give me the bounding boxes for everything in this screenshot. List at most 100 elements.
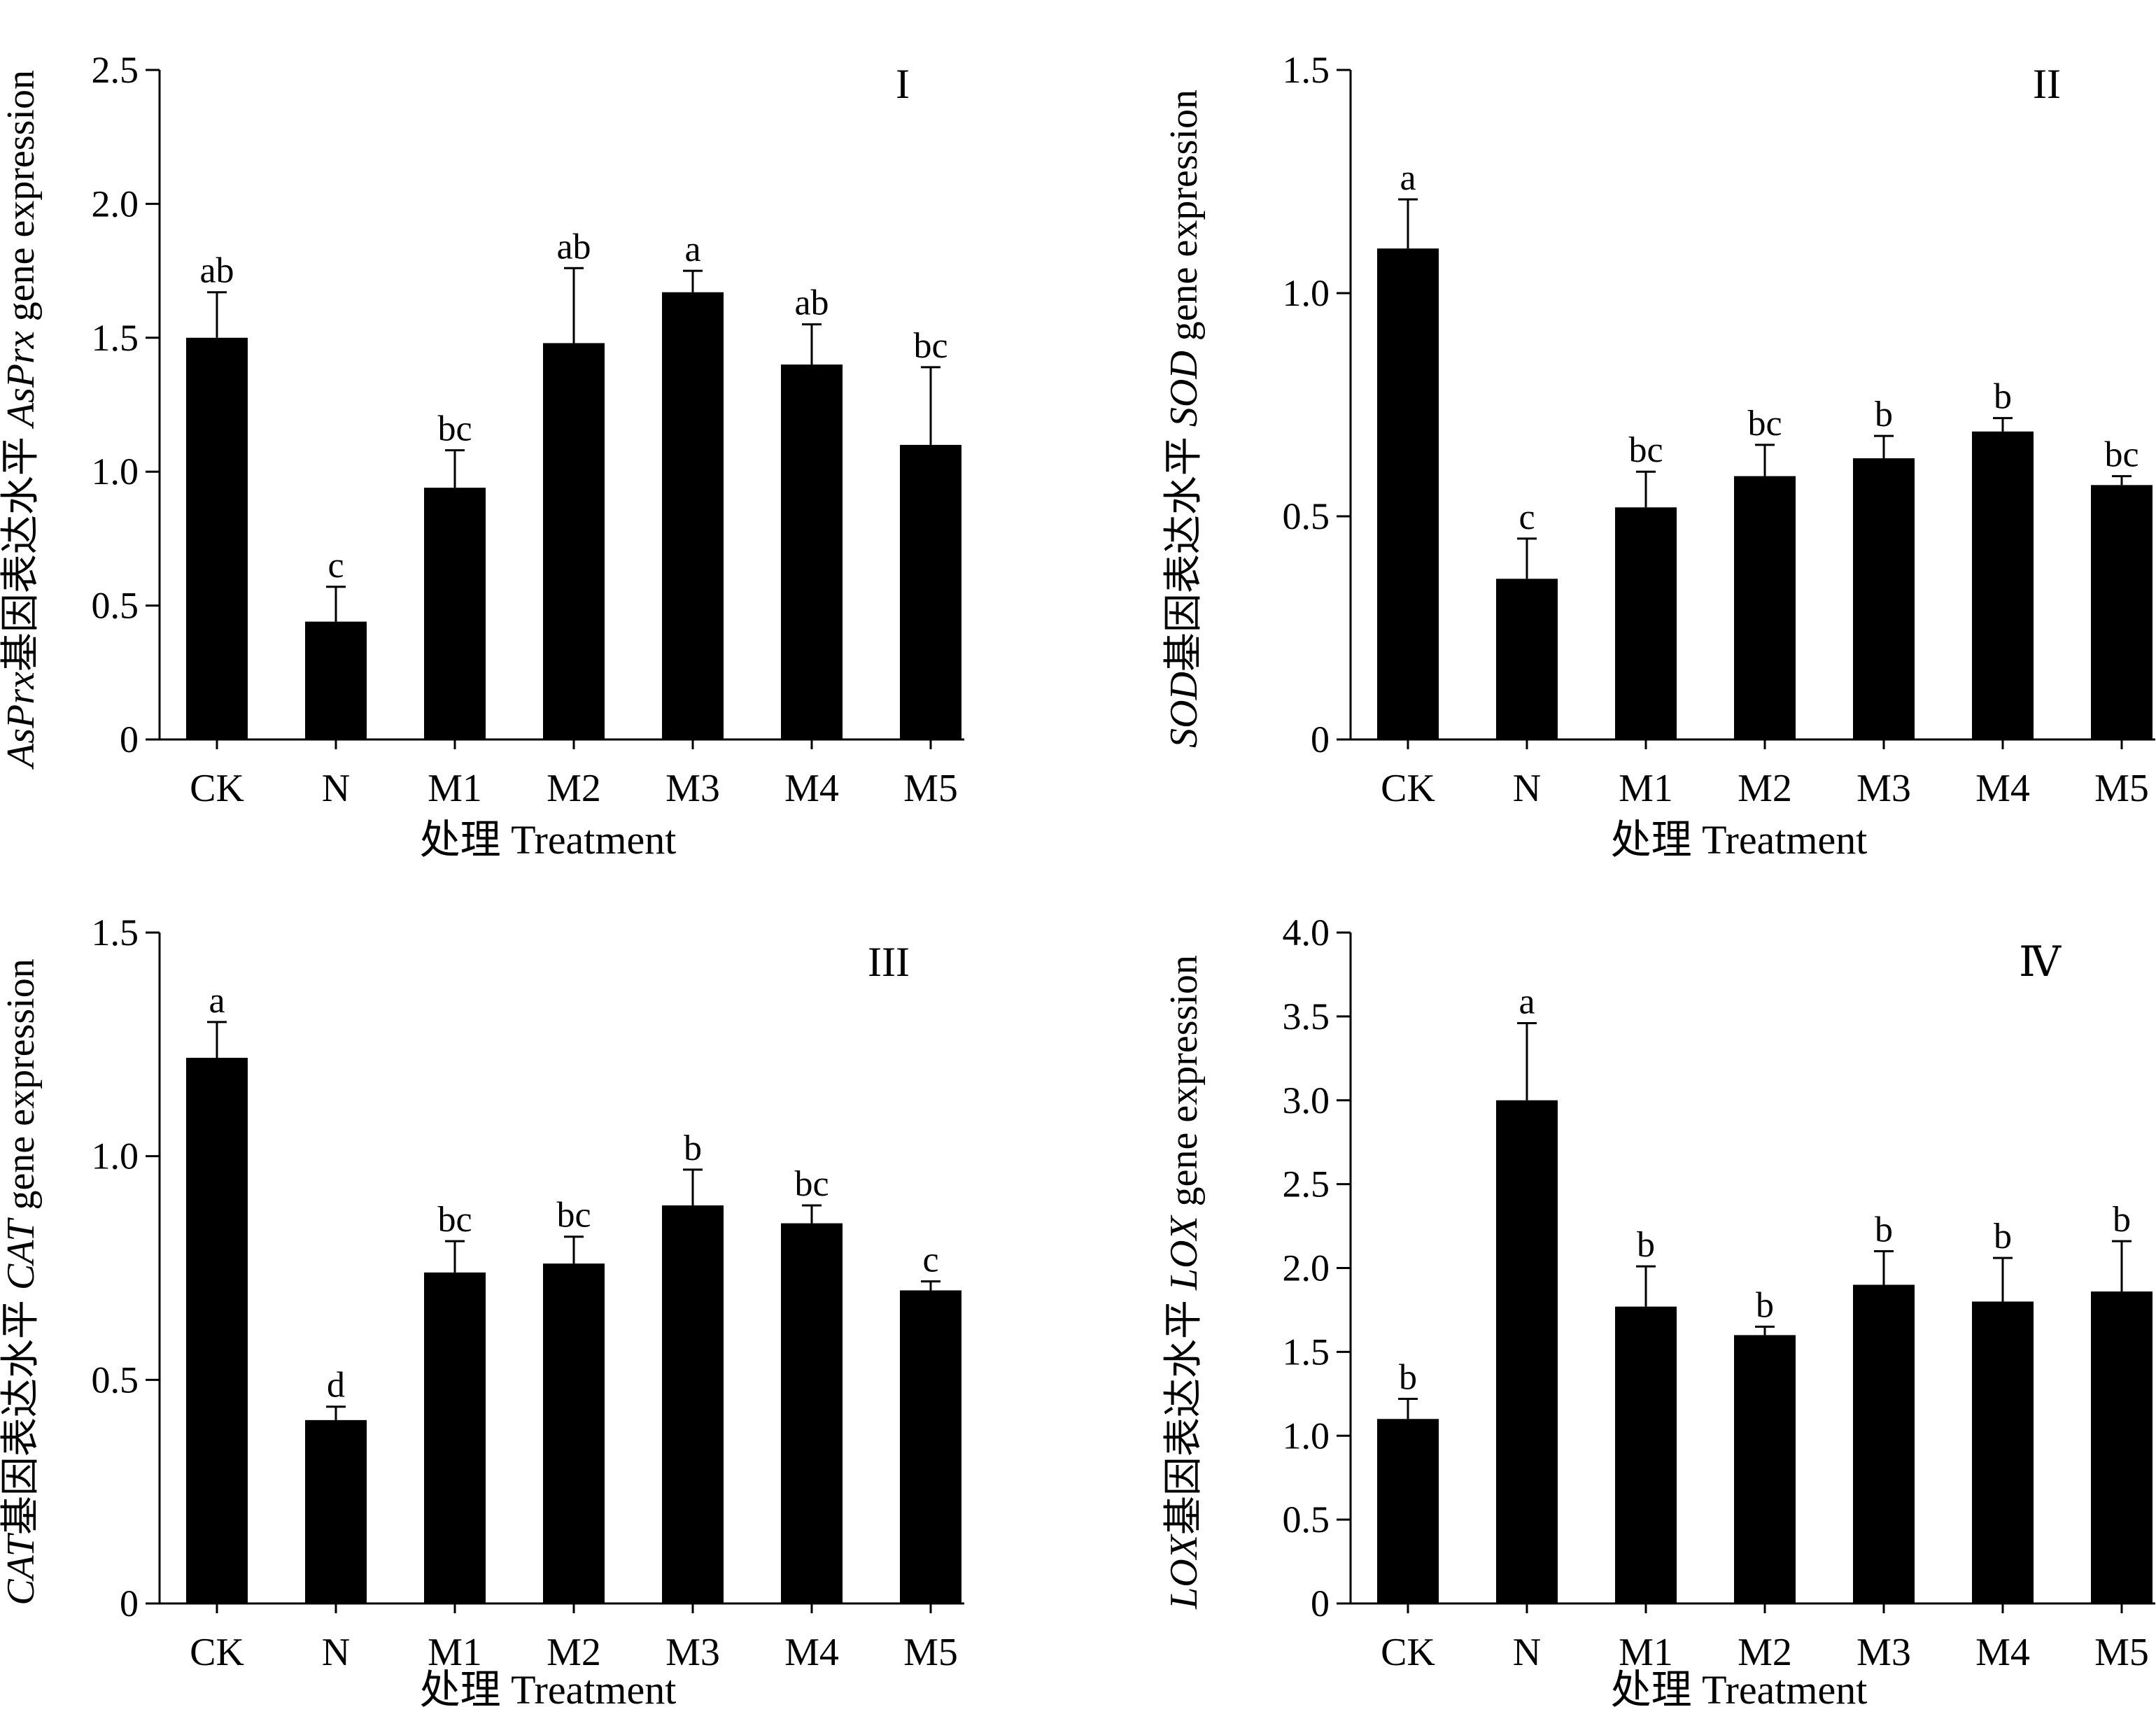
- significance-label: b: [1994, 1217, 2012, 1256]
- x-tick-label: CK: [190, 767, 244, 810]
- x-axis-title: 处理 Treatment: [420, 1667, 677, 1713]
- panel-label: I: [896, 61, 910, 107]
- bar-n: [305, 621, 367, 739]
- bar-m3: [662, 292, 724, 739]
- x-axis-title: 处理 Treatment: [1611, 1667, 1868, 1713]
- y-axis-title-en: gene expression: [0, 70, 43, 331]
- significance-label: b: [684, 1128, 702, 1168]
- chart-panel-asprx: 0 0.5 1.0 1.5 2.0 2.5 ab CK c Nbc M1 ab M2 a M3 ab M4 bc M…: [0, 49, 964, 863]
- x-tick-label: M3: [665, 767, 720, 810]
- bar-ck: [1377, 1419, 1439, 1603]
- significance-label: bc: [2104, 435, 2139, 475]
- y-axis-title-gene: CAT: [0, 1532, 43, 1605]
- bar-m1: [424, 1272, 486, 1603]
- x-tick-label: CK: [1381, 1631, 1435, 1674]
- y-tick-label: 2.0: [92, 183, 139, 225]
- x-tick-label: M4: [1975, 767, 2030, 810]
- bar-m3: [1853, 458, 1915, 739]
- significance-label: bc: [913, 326, 947, 366]
- y-tick-label: 0.5: [1283, 1499, 1330, 1541]
- bar-m3: [1853, 1284, 1915, 1603]
- significance-label: b: [1756, 1285, 1774, 1325]
- x-axis-title: 处理 Treatment: [1611, 817, 1868, 863]
- y-tick-label: 0.5: [92, 1359, 139, 1401]
- bar-m1: [1615, 507, 1677, 739]
- y-axis-title-gene: LOX: [1162, 1533, 1206, 1610]
- y-tick-label: 0: [1311, 718, 1330, 760]
- bar-m2: [543, 1263, 605, 1603]
- x-axis-title: 处理 Treatment: [420, 817, 677, 863]
- bar-m2: [1734, 1335, 1796, 1603]
- y-tick-label: 0: [1311, 1582, 1330, 1624]
- y-axis-title-cn: 基因表达水平: [0, 427, 43, 672]
- y-tick-label: 1.0: [1283, 1415, 1330, 1457]
- significance-label: d: [327, 1366, 345, 1405]
- x-tick-label: CK: [1381, 767, 1435, 810]
- significance-label: b: [1994, 377, 2012, 417]
- y-axis-title-en: gene expression: [1162, 90, 1206, 350]
- chart-panel-sod: 0 0.5 1.0 1.5 a CK c Nbc M1 bc M2 b M3 b M4 bc M5 II 处理 Tr…: [1162, 49, 2155, 863]
- x-tick-label: N: [322, 767, 350, 810]
- chart-panel-lox: 0 0.5 1.0 1.5 2.0 2.5 3.0 3.5 4.0 b CK a Nb M1 b M2 b M3 b…: [1162, 912, 2155, 1713]
- bar-m2: [543, 343, 605, 739]
- significance-label: b: [1875, 395, 1893, 434]
- bar-ck: [186, 337, 248, 739]
- y-axis-title-gene-en: CAT: [0, 1217, 43, 1290]
- y-tick-label: 0.5: [1283, 495, 1330, 537]
- y-axis-title-cn: 基因表达水平: [0, 1290, 43, 1535]
- significance-label: ab: [556, 227, 591, 267]
- significance-label: a: [1400, 158, 1416, 198]
- significance-label: c: [1519, 497, 1535, 537]
- bar-ck: [1377, 248, 1439, 739]
- x-tick-label: M1: [428, 767, 482, 810]
- y-tick-label: 0: [120, 1582, 139, 1624]
- y-tick-label: 1.5: [92, 912, 139, 954]
- significance-label: a: [1519, 982, 1535, 1021]
- x-tick-label: N: [1513, 1631, 1541, 1674]
- panel-label: Ⅳ: [2019, 939, 2062, 985]
- bar-m4: [1972, 431, 2034, 739]
- x-tick-label: M3: [1856, 1631, 1911, 1674]
- y-tick-label: 4.0: [1283, 912, 1330, 954]
- x-tick-label: M4: [784, 1631, 839, 1674]
- bar-m2: [1734, 476, 1796, 739]
- bar-m4: [1972, 1301, 2034, 1603]
- x-tick-label: M4: [784, 767, 839, 810]
- bar-m4: [781, 364, 843, 739]
- bar-m5: [2091, 1291, 2153, 1603]
- y-axis-title-cn: 基因表达水平: [1162, 427, 1206, 672]
- y-axis-title-gene-en: LOX: [1162, 1214, 1206, 1291]
- y-tick-label: 1.5: [1283, 49, 1330, 91]
- x-tick-label: M3: [1856, 767, 1911, 810]
- significance-label: bc: [794, 1164, 829, 1204]
- y-tick-label: 0.5: [92, 585, 139, 627]
- significance-label: a: [684, 229, 700, 269]
- x-tick-label: M5: [903, 1631, 958, 1674]
- bar-ck: [186, 1058, 248, 1603]
- y-axis-title-cn: 基因表达水平: [1162, 1290, 1206, 1535]
- significance-label: b: [1399, 1358, 1417, 1398]
- y-tick-label: 0: [120, 718, 139, 760]
- y-axis-title-gene: AsPrx: [0, 672, 43, 770]
- y-axis-title-gene: SOD: [1162, 672, 1206, 748]
- bar-m1: [424, 488, 486, 739]
- bar-n: [1496, 579, 1558, 739]
- significance-label: c: [922, 1240, 938, 1280]
- significance-label: bc: [1747, 404, 1782, 444]
- bar-m4: [781, 1223, 843, 1603]
- x-tick-label: M2: [1738, 767, 1792, 810]
- x-tick-label: N: [1513, 767, 1541, 810]
- y-axis-title-gene-en: SOD: [1162, 350, 1206, 427]
- significance-label: ab: [794, 283, 829, 323]
- y-axis-title-en: gene expression: [0, 958, 43, 1219]
- significance-label: bc: [556, 1196, 591, 1235]
- bar-m5: [900, 444, 961, 739]
- y-axis-title: LOX基因表达水平 LOX gene expression: [1162, 955, 1206, 1610]
- bar-n: [1496, 1100, 1558, 1603]
- significance-label: bc: [437, 409, 472, 449]
- x-tick-label: M5: [2094, 1631, 2149, 1674]
- x-tick-label: M2: [547, 767, 601, 810]
- y-tick-label: 1.5: [1283, 1331, 1330, 1373]
- significance-label: bc: [1628, 430, 1663, 470]
